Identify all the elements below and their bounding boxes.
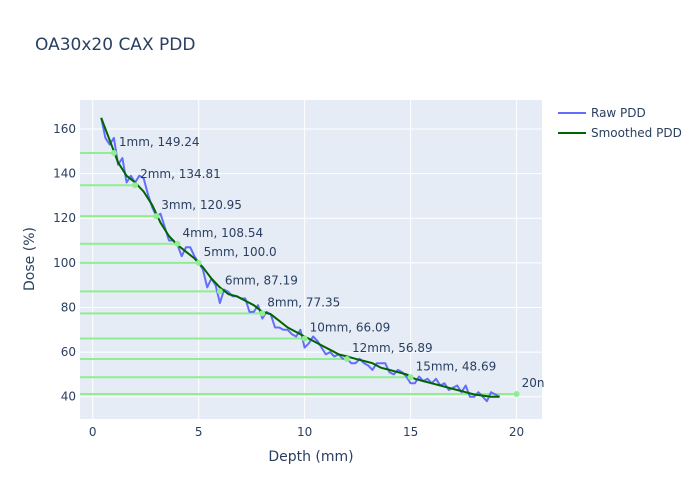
marker-annotations: 1mm, 149.24 2mm, 134.81 3mm, 120.95 4mm, 10… <box>119 135 545 390</box>
x-tick-label: 20 <box>509 425 524 439</box>
marker-point <box>110 150 117 157</box>
marker-point <box>344 356 351 363</box>
marker-point <box>132 182 139 189</box>
marker-point <box>216 288 223 295</box>
x-tick-label: 10 <box>297 425 312 439</box>
y-tick-label: 160 <box>53 122 76 136</box>
marker-annotation: 15mm, 48.69 <box>416 359 497 373</box>
y-tick-label: 80 <box>61 300 76 314</box>
legend-smoothed-label: Smoothed PDD <box>591 126 682 140</box>
y-tick-label: 100 <box>53 256 76 270</box>
marker-annotation: 5mm, 100.0 <box>204 245 277 259</box>
chart-title: OA30x20 CAX PDD <box>35 35 195 55</box>
marker-annotation: 20n <box>522 376 545 390</box>
smoothed-pdd-line <box>100 117 500 398</box>
marker-point <box>174 240 181 247</box>
x-axis-label: Depth (mm) <box>268 449 353 465</box>
x-tick-label: 15 <box>403 425 418 439</box>
y-tick-label: 140 <box>53 167 76 181</box>
x-tick-label: 5 <box>195 425 203 439</box>
marker-annotation: 2mm, 134.81 <box>140 167 221 181</box>
y-axis-ticks: 40 60 80 100 120 140 160 <box>53 122 76 404</box>
y-axis-label: Dose (%) <box>22 227 38 291</box>
marker-point <box>259 310 266 317</box>
marker-lines <box>80 152 517 396</box>
marker-annotation: 8mm, 77.35 <box>267 295 340 309</box>
y-tick-label: 60 <box>61 345 76 359</box>
plot-area <box>80 100 542 419</box>
marker-point <box>153 213 160 220</box>
marker-annotation: 1mm, 149.24 <box>119 135 200 149</box>
marker-point <box>513 391 520 398</box>
marker-annotation: 3mm, 120.95 <box>161 198 242 212</box>
raw-pdd-line <box>100 117 501 403</box>
marker-annotation: 12mm, 56.89 <box>352 341 433 355</box>
legend-item-smoothed[interactable]: Smoothed PDD <box>558 126 682 140</box>
x-tick-label: 0 <box>89 425 97 439</box>
y-tick-label: 120 <box>53 211 76 225</box>
legend-item-raw[interactable]: Raw PDD <box>558 106 646 120</box>
y-tick-label: 40 <box>61 390 76 404</box>
marker-annotation: 10mm, 66.09 <box>310 320 391 334</box>
x-axis-ticks: 0 5 10 15 20 <box>89 425 524 439</box>
marker-point <box>195 259 202 266</box>
marker-point <box>407 374 414 381</box>
marker-points <box>110 150 520 398</box>
legend-raw-label: Raw PDD <box>591 106 646 120</box>
marker-point <box>301 335 308 342</box>
series-lines <box>100 117 501 403</box>
marker-annotation: 4mm, 108.54 <box>182 226 263 240</box>
legend[interactable]: Raw PDD Smoothed PDD <box>558 106 682 140</box>
marker-annotation: 6mm, 87.19 <box>225 273 298 287</box>
